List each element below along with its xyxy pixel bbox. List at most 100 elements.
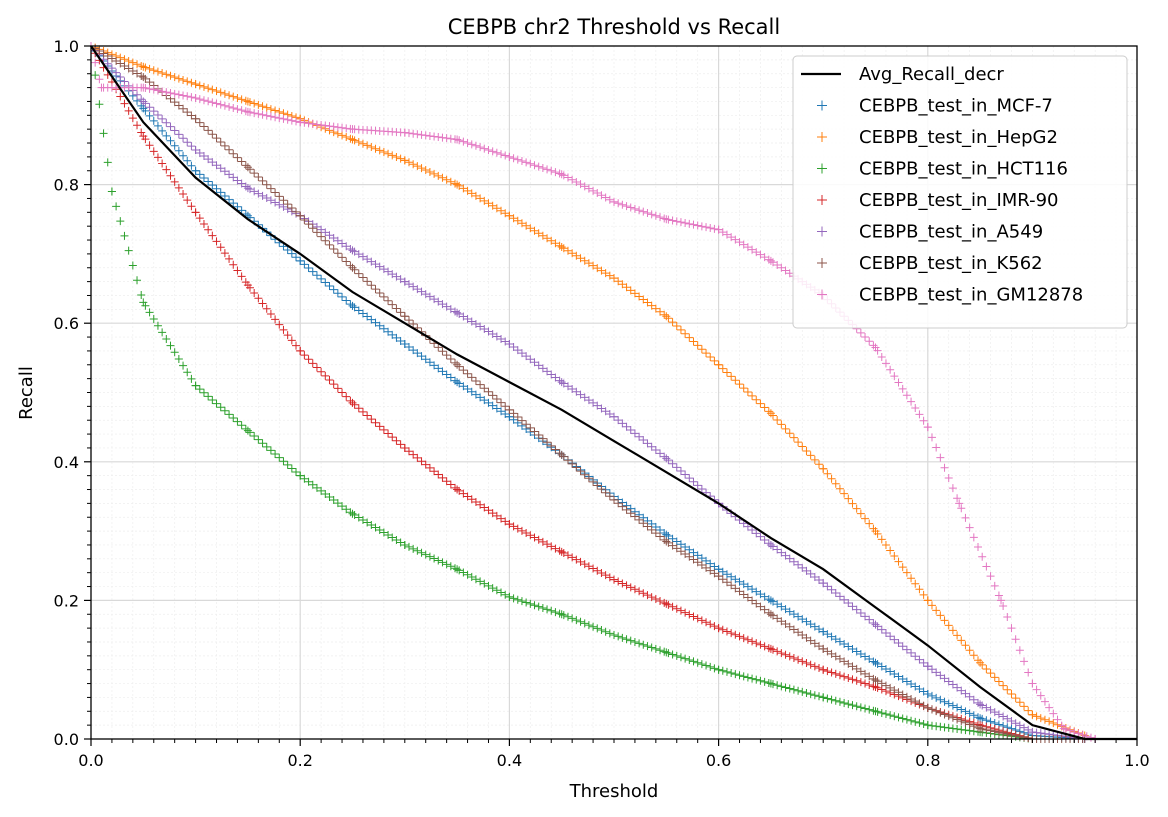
data-point	[965, 692, 974, 701]
data-point	[706, 620, 715, 629]
data-point	[869, 682, 878, 691]
data-point	[149, 147, 158, 156]
data-point	[459, 137, 468, 146]
data-point	[618, 502, 627, 511]
data-point	[137, 291, 146, 300]
data-point	[187, 111, 196, 120]
data-point	[492, 204, 501, 213]
data-point	[748, 585, 757, 594]
data-point	[965, 646, 974, 655]
data-point	[162, 335, 171, 343]
data-point	[1049, 719, 1058, 728]
x-tick-label: 0.8	[915, 751, 940, 770]
data-point	[513, 524, 522, 533]
data-point	[647, 442, 656, 451]
data-point	[199, 173, 208, 182]
data-point	[379, 292, 388, 301]
data-point	[145, 141, 154, 150]
data-point	[760, 677, 769, 686]
data-point	[969, 722, 978, 731]
data-point	[153, 111, 162, 120]
axis-ticks: 0.0 0.2 0.4 0.6 0.8 1.0 0.0 0.2 0.4 0.6 0.8 1.0	[54, 37, 1150, 770]
data-point-key	[923, 423, 932, 432]
data-point	[672, 604, 681, 613]
data-point-key	[191, 208, 200, 217]
data-point	[915, 684, 924, 693]
data-point	[425, 358, 434, 367]
data-point-key	[557, 170, 566, 179]
data-point	[563, 382, 572, 391]
data-point	[563, 551, 572, 560]
data-point	[953, 703, 962, 712]
data-point	[702, 349, 711, 358]
data-point	[953, 725, 962, 734]
data-point	[660, 214, 669, 223]
data-point	[635, 206, 644, 215]
data-point	[233, 202, 242, 211]
data-point	[442, 351, 451, 360]
data-point	[120, 99, 129, 108]
data-point	[1024, 725, 1033, 734]
data-point	[702, 223, 711, 232]
data-point	[451, 376, 460, 385]
data-point	[363, 141, 372, 150]
data-point	[204, 392, 213, 401]
data-point	[626, 509, 635, 518]
data-point	[593, 624, 602, 633]
data-point	[760, 592, 769, 601]
data-point	[145, 103, 154, 112]
data-point	[446, 177, 455, 186]
data-point	[827, 585, 836, 594]
data-point	[287, 464, 296, 473]
data-point	[727, 372, 736, 381]
data-point	[986, 572, 995, 581]
data-point-key	[819, 693, 828, 702]
data-point	[509, 214, 518, 223]
data-point	[179, 190, 188, 199]
data-point	[948, 484, 957, 493]
data-point	[756, 640, 765, 649]
data-point	[568, 249, 577, 258]
data-point-key	[505, 211, 514, 220]
data-point-key	[139, 97, 148, 106]
data-point	[434, 343, 443, 352]
data-point	[149, 315, 158, 324]
data-point	[702, 661, 711, 670]
data-point	[116, 59, 125, 68]
data-point	[957, 725, 966, 734]
data-point	[626, 583, 635, 592]
data-point	[455, 566, 464, 575]
data-point	[233, 266, 242, 275]
data-point	[455, 486, 464, 495]
data-point	[1024, 734, 1033, 743]
data-point	[543, 438, 552, 447]
data-point	[476, 380, 485, 389]
data-point	[580, 393, 589, 402]
data-point	[204, 225, 213, 234]
data-point	[467, 572, 476, 581]
data-point	[823, 694, 832, 703]
data-point	[342, 505, 351, 514]
data-point	[333, 123, 342, 132]
data-point	[179, 104, 188, 113]
data-point	[936, 722, 945, 731]
data-point	[367, 143, 376, 152]
data-point	[957, 686, 966, 695]
data-point	[492, 395, 501, 404]
major-grid	[91, 46, 1137, 739]
data-point-key	[766, 409, 775, 418]
data-point	[605, 573, 614, 582]
data-point	[513, 216, 522, 225]
data-point	[471, 320, 480, 329]
data-point	[865, 519, 874, 528]
data-point	[183, 77, 192, 86]
data-point	[664, 456, 673, 465]
data-point	[279, 196, 288, 205]
data-point	[187, 78, 196, 87]
data-point	[522, 598, 531, 607]
data-point	[735, 671, 744, 680]
data-point	[840, 657, 849, 666]
data-point	[731, 376, 740, 385]
data-point	[149, 116, 158, 125]
data-point-key	[976, 714, 985, 723]
